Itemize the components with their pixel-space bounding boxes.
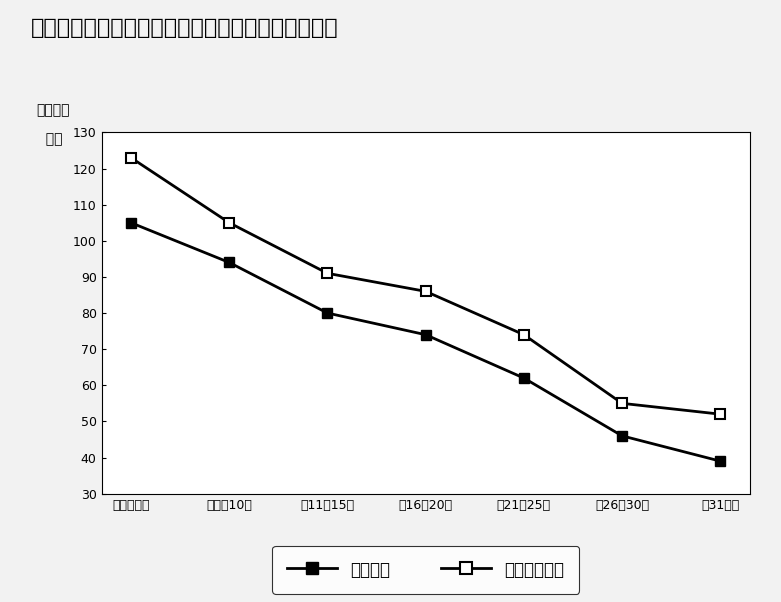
Text: （万円／: （万円／ — [37, 104, 70, 117]
Text: 図表６－３　中古マンションの築年帯別平均㎡単価: 図表６－３ 中古マンションの築年帯別平均㎡単価 — [31, 18, 339, 38]
Legend: 成約物件, 新規登録物件: 成約物件, 新規登録物件 — [273, 545, 579, 594]
Text: ㎡）: ㎡） — [37, 132, 62, 146]
